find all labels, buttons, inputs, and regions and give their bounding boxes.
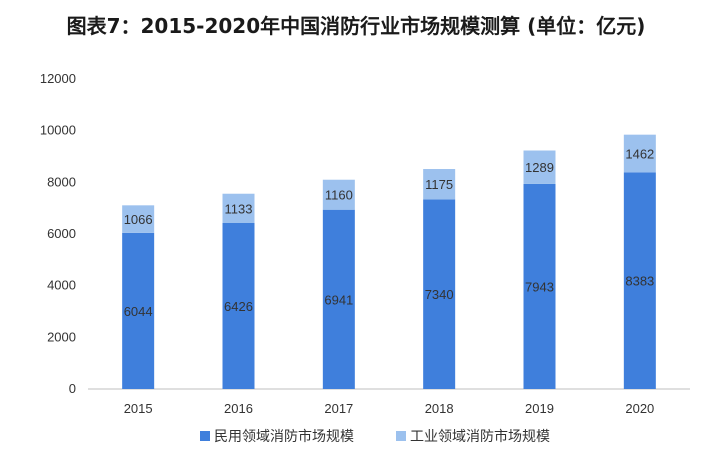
- y-tick-label: 4000: [47, 278, 76, 293]
- y-tick-label: 12000: [40, 71, 76, 86]
- data-label: 1066: [124, 212, 153, 227]
- legend-swatch-civil: [200, 431, 210, 441]
- y-tick-label: 10000: [40, 123, 76, 138]
- data-label: 6044: [124, 304, 153, 319]
- bar-industrial-2015: [122, 205, 155, 233]
- x-tick-label: 2017: [324, 401, 353, 416]
- x-tick-label: 2020: [625, 401, 654, 416]
- bar-industrial-2017: [322, 179, 355, 210]
- bar-civil-2019: [523, 183, 556, 389]
- y-tick-label: 2000: [47, 329, 76, 344]
- x-tick-label: 2019: [525, 401, 554, 416]
- data-label: 1133: [225, 201, 253, 216]
- y-tick-label: 0: [69, 381, 76, 396]
- bar-civil-2015: [122, 232, 155, 389]
- x-tick-label: 2016: [224, 401, 253, 416]
- bar-industrial-2019: [523, 150, 556, 184]
- chart-title: 图表7：2015-2020年中国消防行业市场规模测算 (单位：亿元): [66, 14, 646, 38]
- x-tick-label: 2018: [425, 401, 454, 416]
- bar-industrial-2020: [623, 134, 656, 173]
- bar-civil-2018: [423, 199, 456, 389]
- data-label: 8383: [625, 274, 654, 289]
- bar-civil-2020: [623, 172, 656, 389]
- data-label: 7340: [425, 287, 454, 302]
- data-label: 6426: [224, 299, 253, 314]
- data-label: 6941: [324, 292, 353, 307]
- legend-label-industrial: 工业领域消防市场规模: [410, 428, 550, 445]
- y-tick-label: 6000: [47, 226, 76, 241]
- bar-civil-2017: [322, 209, 355, 389]
- bar-industrial-2018: [423, 169, 456, 200]
- legend-swatch-industrial: [396, 431, 406, 441]
- bar-industrial-2016: [222, 193, 255, 223]
- bar-civil-2016: [222, 222, 255, 389]
- legend-label-civil: 民用领域消防市场规模: [214, 428, 354, 445]
- y-tick-label: 8000: [47, 174, 76, 189]
- data-label: 1462: [625, 147, 654, 162]
- data-label: 1160: [325, 188, 353, 203]
- data-label: 1175: [425, 177, 453, 192]
- data-label: 7943: [525, 279, 554, 294]
- data-label: 1289: [525, 160, 554, 175]
- x-tick-label: 2015: [124, 401, 153, 416]
